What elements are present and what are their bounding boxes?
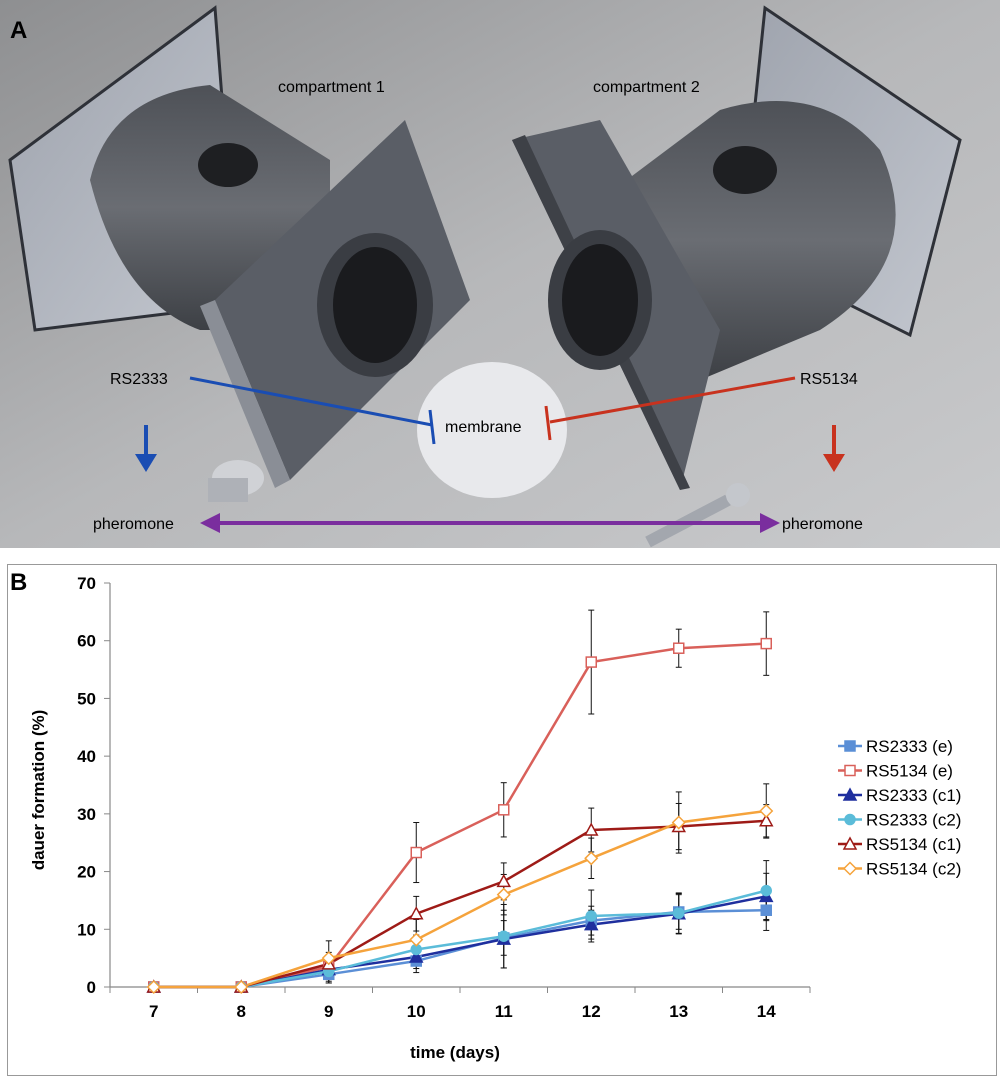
data-point [584,851,599,866]
x-tick-label: 8 [237,1002,246,1021]
y-axis-title: dauer formation (%) [29,710,48,871]
data-point [673,642,685,654]
legend-marker [844,764,856,777]
panel-a-photo: A compartment 1 compartment 2 RS2333 RS5… [0,0,1000,548]
compartment-2-device [512,5,962,490]
data-point [498,804,510,816]
data-point [321,951,336,966]
strain-right-connector [544,376,796,441]
panel-b-chart: B 0 10 20 30 40 50 60 70 7 8 9 10 11 12 13 14 RS2333 (e… [10,569,961,1062]
legend-label: RS2333 (c2) [866,811,961,830]
data-point [673,907,685,919]
data-point [498,930,510,942]
data-point [496,873,512,888]
legend-marker [842,787,858,801]
x-tick-label: 13 [669,1002,688,1021]
series-line-3 [153,889,767,989]
legend-label: RS5134 (c1) [866,835,961,854]
data-point [671,815,686,830]
data-point [583,917,599,931]
x-tick-label: 7 [149,1002,158,1021]
data-point [585,910,597,922]
compartment-1-device [8,5,470,488]
x-tick-label: 10 [407,1002,426,1021]
legend-label: RS2333 (e) [866,737,953,756]
x-tick-label: 11 [495,1002,513,1021]
data-point [583,822,599,836]
legend-label: RS5134 (c2) [866,860,961,879]
y-tick-label: 40 [77,747,96,766]
data-point [408,949,424,963]
y-tick-label: 0 [87,978,96,997]
data-point [758,813,774,827]
y-tick-label: 20 [77,863,96,882]
membrane-label: membrane [445,419,522,436]
data-point [410,846,422,859]
strain-left-label: RS2333 [110,371,168,388]
strain-left-connector [189,376,436,445]
x-tick-label: 12 [582,1002,601,1021]
panel-b-frame [7,564,997,1076]
membrane-disc [417,362,567,498]
data-point [760,637,772,650]
x-tick-label: 14 [757,1002,776,1021]
y-tick-label: 50 [77,689,96,708]
legend-marker [844,813,856,826]
y-tick-label: 30 [77,805,96,824]
data-point [760,904,772,916]
compartment-2-label: compartment 2 [593,79,700,96]
pheromone-right-label: pheromone [782,516,863,533]
data-point [760,884,772,897]
data-point [585,656,597,668]
legend-marker [842,861,858,876]
data-point [409,932,424,947]
data-point [408,906,424,920]
arrow-down-red-icon [823,425,845,472]
series-line-5 [153,809,767,989]
legend-marker [844,740,856,752]
series-line-1 [153,642,767,989]
series-line-4 [153,819,767,989]
data-point [146,979,161,995]
data-point [234,979,249,995]
strain-right-label: RS5134 [800,371,858,388]
pheromone-left-label: pheromone [93,516,174,533]
y-tick-label: 60 [77,632,96,651]
data-point [759,803,774,819]
thumb-screw [208,460,264,502]
arrow-down-blue-icon [135,425,157,472]
x-tick-label: 9 [324,1002,333,1021]
legend-label: RS5134 (e) [866,762,953,781]
pheromone-double-arrow-icon [200,513,780,533]
x-axis-title: time (days) [410,1043,500,1062]
compartment-1-label: compartment 1 [278,79,385,96]
panel-a-label: A [10,17,27,44]
data-point [496,887,511,902]
legend-label: RS2333 (c1) [866,786,961,805]
y-tick-label: 70 [77,574,96,593]
legend-marker [842,836,858,850]
panel-b-label: B [10,569,27,596]
y-tick-label: 10 [77,920,96,939]
